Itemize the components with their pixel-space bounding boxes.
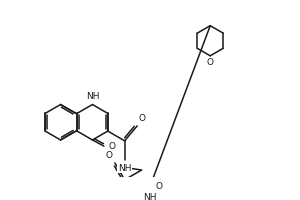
Text: NH: NH: [143, 193, 157, 200]
Text: O: O: [105, 151, 112, 160]
Text: O: O: [139, 114, 146, 123]
Text: O: O: [156, 182, 163, 191]
Text: O: O: [108, 142, 116, 151]
Text: NH: NH: [118, 164, 131, 173]
Text: O: O: [207, 58, 214, 67]
Text: NH: NH: [87, 92, 100, 101]
